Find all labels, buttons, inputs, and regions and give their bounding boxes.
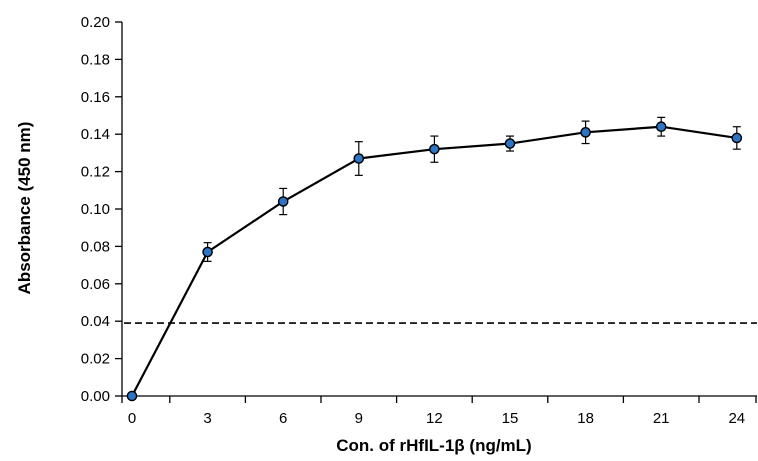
x-tick-label: 9 — [355, 410, 363, 427]
y-tick-label: 0.20 — [81, 14, 110, 31]
data-point — [353, 153, 365, 164]
data-point — [126, 390, 138, 402]
y-tick-label: 0.06 — [81, 276, 110, 293]
x-axis: 0 3 6 9 12 15 18 21 24 — [121, 395, 757, 427]
x-tick-label: 24 — [728, 410, 745, 427]
x-tick-label: 15 — [502, 410, 519, 427]
error-bars — [203, 116, 741, 262]
data-point — [655, 121, 667, 133]
x-tick-label: 0 — [128, 410, 136, 427]
y-axis: 0.00 0.02 0.04 0.06 0.08 0.10 0.12 0.14 0.16 0.18… — [81, 14, 123, 405]
y-tick-label: 0.18 — [81, 51, 110, 68]
y-tick-label: 0.10 — [81, 201, 110, 218]
data-point — [202, 246, 213, 258]
data-point — [504, 138, 516, 149]
y-tick-label: 0.08 — [81, 238, 110, 255]
data-point — [277, 196, 289, 207]
x-tick-label: 21 — [653, 410, 670, 427]
y-tick-label: 0.04 — [81, 313, 110, 330]
x-axis-label: Con. of rHfIL-1β (ng/mL) — [336, 436, 531, 455]
data-point — [580, 127, 591, 138]
x-tick-label: 12 — [426, 410, 443, 427]
y-tick-label: 0.02 — [81, 351, 110, 368]
data-point — [429, 143, 440, 155]
data-point — [731, 132, 743, 144]
y-tick-label: 0.12 — [81, 164, 110, 181]
y-tick-label: 0.16 — [81, 89, 110, 106]
x-tick-label: 3 — [203, 410, 211, 427]
y-tick-label: 0.00 — [81, 388, 110, 405]
y-axis-label: Absorbance (450 nm) — [15, 122, 34, 295]
x-tick-label: 6 — [279, 410, 287, 427]
x-tick-label: 18 — [577, 410, 594, 427]
y-tick-label: 0.14 — [81, 126, 110, 143]
series-line — [131, 125, 737, 397]
data-points — [126, 121, 743, 402]
